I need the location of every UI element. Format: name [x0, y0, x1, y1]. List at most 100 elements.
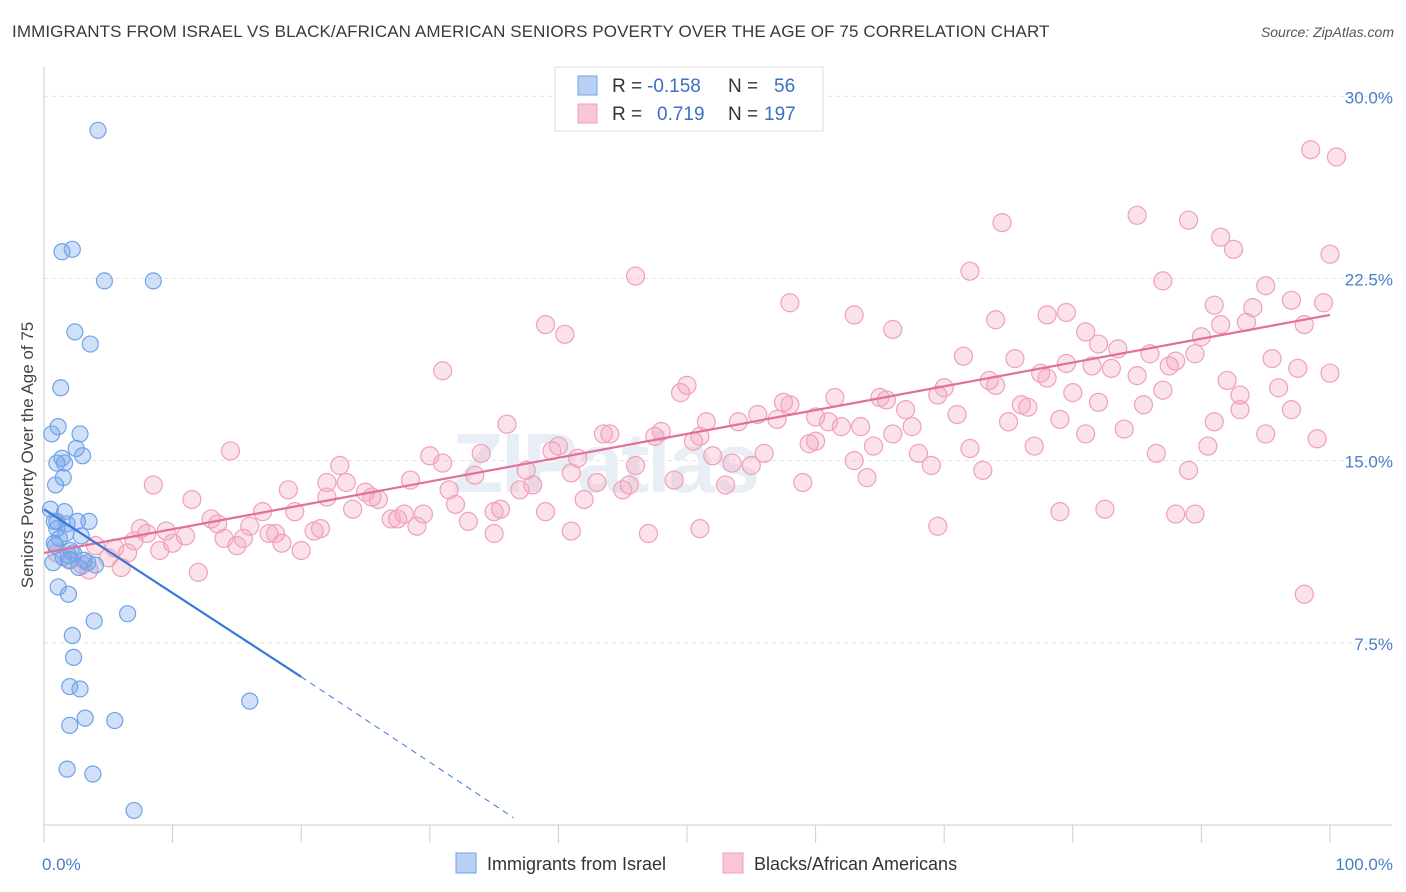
trend-line-immigrant-israel-extension: [300, 676, 514, 819]
point-black-african-american-127: [773, 392, 794, 412]
point-black-african-american-36: [510, 480, 530, 500]
point-black-african-american-180: [433, 361, 453, 381]
point-black-african-american-154: [992, 213, 1012, 233]
point-black-african-american-80: [1076, 424, 1096, 444]
point-black-african-american-26: [381, 509, 401, 529]
point-black-african-american-185: [220, 441, 241, 461]
point-black-african-american-28: [407, 516, 427, 536]
point-black-african-american-123: [670, 383, 691, 403]
point-black-african-american-70: [947, 404, 967, 425]
point-immigrant-israel-23: [95, 272, 114, 290]
point-immigrant-israel-6: [44, 554, 62, 572]
point-immigrant-israel-24: [144, 272, 162, 290]
point-black-african-american-33: [471, 443, 491, 463]
legend-swatch-pink: [577, 103, 598, 124]
point-black-african-american-182: [535, 315, 556, 335]
point-black-african-american-84: [1127, 366, 1147, 386]
legend-r-value-1: -0.158: [647, 76, 701, 97]
point-black-african-american-53: [728, 412, 749, 432]
point-black-african-american-170: [1326, 147, 1347, 167]
point-black-african-american-141: [1133, 395, 1154, 415]
point-black-african-american-147: [1288, 358, 1308, 378]
point-black-african-american-52: [715, 475, 736, 495]
point-black-african-american-149: [780, 293, 800, 313]
point-black-african-american-55: [754, 443, 774, 463]
point-black-african-american-96: [1281, 400, 1302, 420]
point-black-african-american-41: [574, 489, 594, 510]
point-black-african-american-35: [497, 414, 517, 434]
y-tick-label-1: 15.0%: [1345, 453, 1393, 472]
legend-n-value-1: 56: [774, 76, 795, 97]
legend-r-value-2: 0.719: [657, 104, 705, 125]
point-black-african-american-186: [117, 543, 138, 563]
point-black-african-american-173: [1095, 499, 1115, 519]
point-immigrant-israel-37: [59, 585, 78, 603]
point-immigrant-israel-11: [71, 425, 89, 443]
point-black-african-american-99: [1320, 363, 1340, 383]
point-black-african-american-159: [1127, 205, 1147, 225]
point-black-african-american-46: [638, 523, 659, 544]
axes: [43, 67, 1392, 843]
point-black-african-american-195: [1230, 400, 1250, 420]
point-black-african-american-163: [1211, 227, 1231, 247]
point-black-african-american-54: [741, 455, 761, 476]
legend-r-label-1: R =: [612, 76, 642, 97]
point-black-african-american-94: [1256, 424, 1276, 444]
point-black-african-american-78: [1050, 409, 1070, 429]
point-black-african-american-22: [330, 455, 350, 476]
point-black-african-american-172: [1050, 502, 1070, 522]
point-immigrant-israel-39: [118, 605, 137, 623]
point-black-african-american-162: [1204, 295, 1224, 315]
bottom-legend: Immigrants from Israel Blacks/African Am…: [455, 852, 957, 874]
point-immigrant-israel-41: [64, 648, 83, 666]
point-black-african-american-131: [876, 390, 896, 410]
point-black-african-american-65: [883, 424, 903, 444]
point-black-african-american-166: [1281, 290, 1302, 310]
point-immigrant-israel-32: [45, 534, 63, 552]
point-black-african-american-181: [555, 324, 575, 344]
point-black-african-american-143: [1185, 344, 1205, 364]
point-black-african-american-184: [143, 475, 163, 495]
point-immigrant-israel-17: [67, 439, 85, 458]
point-immigrant-israel-21: [53, 243, 71, 261]
point-black-african-american-114: [439, 480, 459, 500]
point-black-african-american-95: [1268, 378, 1289, 398]
x-tick-label-0: 0.0%: [42, 855, 81, 874]
point-black-african-american-158: [1088, 334, 1109, 354]
point-black-african-american-79: [1063, 383, 1083, 403]
watermark: ZIPatlas: [452, 416, 758, 510]
point-black-african-american-49: [677, 375, 697, 395]
point-black-african-american-43: [600, 424, 620, 444]
point-black-african-american-76: [1024, 436, 1044, 456]
point-immigrant-israel-43: [71, 680, 89, 698]
point-immigrant-israel-29: [80, 512, 98, 530]
point-black-african-american-86: [1153, 380, 1173, 400]
point-black-african-american-105: [208, 514, 228, 534]
point-black-african-american-167: [1313, 293, 1334, 313]
point-black-african-american-116: [490, 499, 511, 519]
series-immigrants-from-israel: [41, 121, 259, 820]
point-black-african-american-109: [310, 519, 331, 539]
point-black-african-american-68: [921, 455, 941, 476]
series-blacks-african-americans: [47, 140, 1347, 604]
point-black-african-american-48: [664, 470, 684, 490]
point-black-african-american-150: [844, 305, 864, 325]
legend: R = -0.158 N = 56 R = 0.719 N = 197: [554, 66, 824, 132]
point-immigrant-israel-47: [241, 692, 259, 710]
x-tick-label-1: 100.0%: [1335, 855, 1393, 874]
point-black-african-american-66: [896, 400, 916, 420]
bottom-legend-label-2: Blacks/African Americans: [754, 854, 957, 874]
point-black-african-american-144: [1211, 315, 1231, 335]
point-black-african-american-58: [793, 472, 813, 493]
point-black-african-american-14: [227, 536, 247, 556]
point-black-african-american-129: [825, 387, 845, 408]
point-black-african-american-63: [857, 468, 877, 488]
point-black-african-american-177: [690, 519, 710, 539]
point-immigrant-israel-42: [61, 677, 79, 696]
x-tick-labels: 0.0% 100.0%: [42, 855, 1393, 874]
point-black-african-american-92: [1230, 385, 1250, 405]
point-black-african-american-104: [182, 489, 202, 510]
point-immigrant-israel-18: [52, 379, 70, 397]
point-black-african-american-152: [960, 261, 980, 281]
